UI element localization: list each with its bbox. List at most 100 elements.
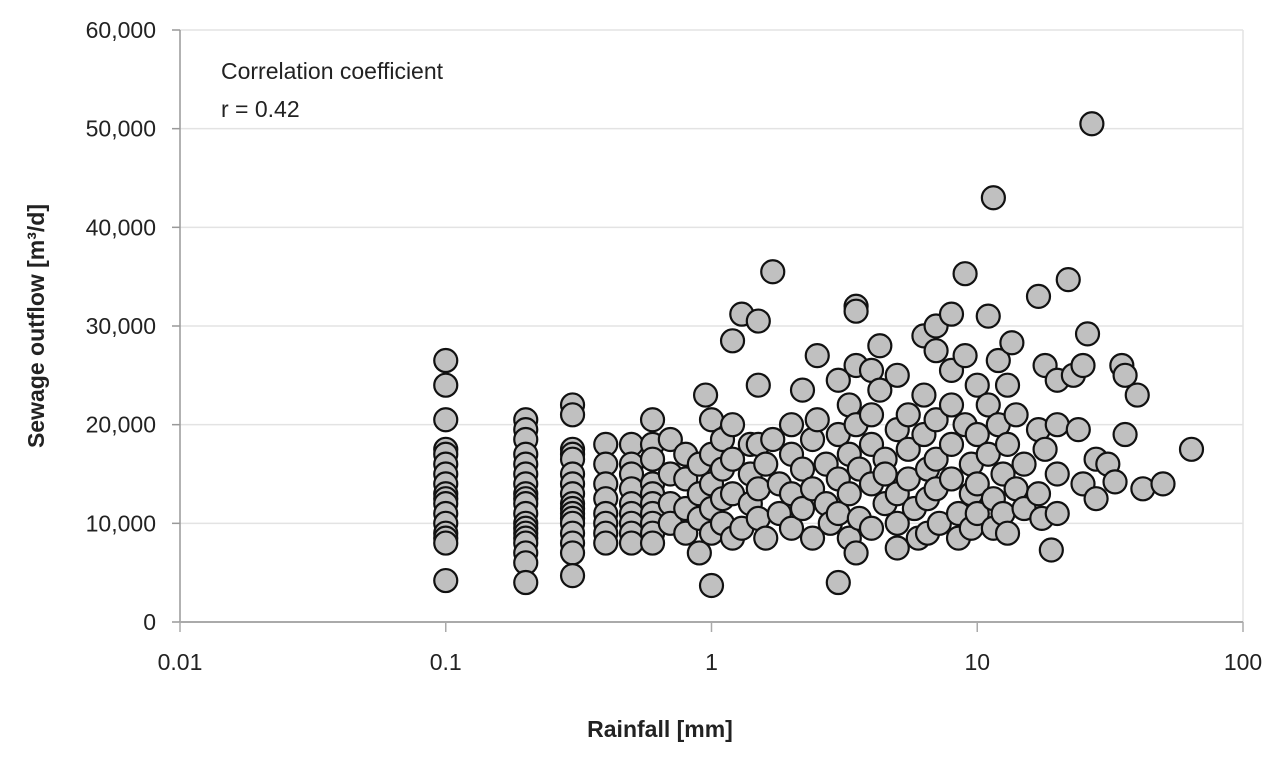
annotation-line-1: Correlation coefficient [221,58,444,84]
data-point [1074,321,1101,347]
data-point [843,540,869,566]
data-point [1025,481,1052,507]
data-point [745,476,771,502]
x-tick-label: 0.1 [430,649,462,675]
data-point [994,431,1021,457]
data-point [952,261,978,287]
data-point [760,259,786,285]
data-point [1112,421,1138,448]
data-point [433,407,459,433]
data-point [867,333,893,359]
data-point [836,481,862,507]
data-point [999,330,1025,356]
data-point [778,515,805,541]
data-point [938,392,965,418]
data-point [559,563,586,589]
data-point [895,402,921,428]
data-point [1150,471,1176,497]
data-point [884,535,910,561]
y-tick-labels: 0 10,000 20,000 30,000 40,000 50,000 60,000 [86,17,156,635]
data-point [804,407,830,433]
data-point [884,510,910,536]
data-point [923,338,949,364]
data-point [994,520,1021,546]
data-point [1083,486,1109,512]
data-point [1065,417,1091,443]
data-point [1070,352,1096,379]
data-point [1011,451,1037,477]
data-point [911,382,937,408]
data-point [618,530,645,556]
data-point [964,372,990,398]
y-tick-label: 50,000 [86,116,156,142]
data-point [975,303,1001,329]
y-tick-label: 0 [143,609,156,635]
data-point [692,382,719,408]
data-point [719,412,746,438]
data-point [433,567,459,594]
data-point [745,372,771,398]
data-point [1032,436,1058,462]
x-tick-label: 100 [1224,649,1262,675]
data-point [952,343,978,369]
data-point [1003,402,1029,428]
data-point [789,495,816,522]
y-tick-label: 30,000 [86,313,156,339]
data-point [867,377,893,403]
data-point [923,407,949,433]
data-point [964,421,990,448]
annotation-line-2: r = 0.42 [221,96,300,122]
data-point [513,569,539,596]
data-point [804,343,830,369]
data-point [719,328,746,354]
data-point [872,461,898,487]
data-point [964,471,990,497]
data-point [686,540,712,566]
data-points [433,111,1205,599]
data-point [639,530,666,556]
data-point [858,402,885,428]
data-point [1055,267,1081,293]
data-point [799,525,826,551]
data-point [753,525,779,551]
data-point [825,569,851,596]
data-point [884,362,910,388]
data-point [1102,469,1128,495]
y-tick-label: 40,000 [86,214,156,240]
data-point [433,347,459,374]
data-point [698,572,725,599]
y-tick-label: 60,000 [86,17,156,43]
data-point [789,456,816,482]
data-point [938,301,965,327]
data-point [843,298,869,324]
y-tick-label: 10,000 [86,510,156,536]
data-point [433,372,459,398]
data-point [1079,111,1105,137]
gridlines [180,29,1244,622]
data-point [825,367,851,393]
y-axis-label: Sewage outflow [m³/d] [23,204,49,448]
data-point [1025,283,1052,309]
data-point [593,530,619,556]
axes [172,29,1244,632]
data-point [639,407,666,433]
data-point [980,185,1006,211]
data-point [753,451,779,477]
data-point [778,412,805,438]
data-point [994,372,1021,398]
data-point [1044,461,1070,487]
data-point [1044,412,1070,438]
data-point [858,515,885,541]
data-point [985,347,1011,374]
data-point [789,377,816,403]
data-point [1124,382,1150,408]
data-point [433,530,459,556]
x-tick-label: 10 [964,649,990,675]
data-point [1038,537,1064,563]
x-tick-label: 0.01 [158,649,203,675]
data-point [559,402,586,428]
data-point [923,446,949,472]
data-point [639,446,666,472]
data-point [719,446,746,472]
